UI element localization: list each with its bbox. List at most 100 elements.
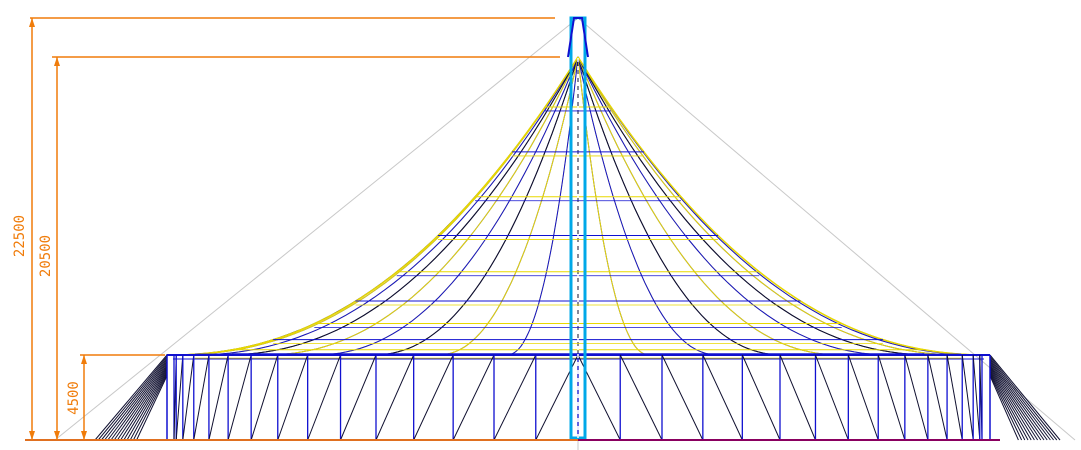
wall-brace [208, 354, 229, 441]
dimension-label-overall: 22500 [12, 215, 28, 257]
membrane-meridian [506, 56, 579, 356]
wall-brace [340, 354, 377, 441]
guy-rope-left [104, 359, 168, 441]
guy-rope-right [989, 375, 1019, 441]
membrane-meridian [506, 56, 579, 356]
membrane-meridian [262, 56, 579, 356]
wall-brace [927, 354, 948, 441]
membrane-meridian [577, 56, 719, 356]
dimension-arrow-bottom [54, 431, 60, 440]
membrane-meridian [577, 56, 843, 356]
membrane-meridian [313, 56, 579, 356]
wall-brace [779, 354, 816, 441]
guy-rope-right [989, 372, 1026, 441]
wall-brace [877, 354, 906, 441]
guy-rope-right [989, 369, 1032, 441]
guide-line-left [54, 17, 579, 441]
membrane-meridian [172, 56, 579, 356]
wall-brace [904, 354, 929, 441]
membrane-outline-R [577, 56, 990, 356]
guy-rope-right [989, 356, 1058, 441]
dimension-arrow-top [29, 18, 35, 27]
membrane-meridian [172, 56, 579, 356]
wall-brace [961, 354, 974, 441]
guy-rope-right [989, 365, 1039, 441]
wall-brace [227, 354, 252, 441]
membrane-meridian [577, 56, 894, 356]
guy-rope-left [97, 356, 168, 441]
guy-rope-right [989, 367, 1035, 441]
guy-rope-left [129, 372, 168, 441]
wall-brace [946, 354, 963, 441]
guy-rope-left [123, 369, 168, 441]
membrane-meridian [577, 56, 935, 356]
wall-brace [277, 354, 309, 441]
membrane-meridian [313, 56, 579, 356]
membrane-meridian [190, 56, 579, 356]
membrane-meridian [577, 56, 894, 356]
dimension-arrow-top [81, 355, 87, 364]
wall-brace [193, 354, 210, 441]
side-walls [94, 354, 1061, 441]
wall-brace [175, 354, 184, 441]
membrane-meridian [577, 56, 966, 356]
membrane-meridian [577, 56, 650, 356]
guy-rope-left [94, 354, 168, 441]
wall-brace [375, 354, 415, 441]
wall-brace [741, 354, 781, 441]
guy-rope-right [989, 373, 1023, 441]
membrane-meridian [190, 56, 579, 356]
guy-rope-left [101, 357, 168, 441]
wall-brace [814, 354, 849, 441]
dimension-label-cone: 20500 [38, 235, 54, 277]
dimension-arrow-bottom [29, 431, 35, 440]
guy-rope-left [113, 364, 168, 441]
guy-rope-right [989, 370, 1029, 441]
guy-rope-right [989, 362, 1045, 441]
wall-brace [493, 354, 537, 441]
membrane-meridian [577, 56, 785, 356]
guy-rope-left [120, 367, 168, 441]
membrane-meridian [577, 56, 650, 356]
guy-rope-right [989, 364, 1042, 441]
membrane-meridian [577, 56, 785, 356]
wall-brace [182, 354, 195, 441]
wall-brace [413, 354, 454, 441]
guy-rope-left [110, 362, 168, 441]
membrane-meridian [221, 56, 579, 356]
membrane-meridian [371, 56, 579, 356]
membrane-outline-L [167, 56, 579, 356]
guy-rope-right [989, 357, 1054, 441]
center-mast [567, 16, 589, 440]
wall-brace [661, 354, 704, 441]
membrane-meridian [577, 56, 935, 356]
guy-rope-left [107, 361, 168, 441]
mast-head [567, 17, 589, 58]
wall-brace [452, 354, 495, 441]
dimension-label-wall: 4500 [66, 381, 82, 415]
wall-brace [847, 354, 879, 441]
membrane-meridian [262, 56, 579, 356]
wall-brace [307, 354, 342, 441]
wall-brace [619, 354, 663, 441]
guy-rope-left [126, 370, 168, 441]
guy-rope-left [132, 373, 168, 441]
wall-brace [972, 354, 981, 441]
dimension-arrow-bottom [81, 431, 87, 440]
membrane-meridian [577, 56, 984, 356]
guy-rope-right [989, 361, 1048, 441]
guy-rope-left [116, 365, 168, 441]
guy-rope-right [989, 359, 1051, 441]
membrane-mesh [165, 56, 991, 359]
guy-rope-right [989, 354, 1061, 441]
wall-brace [702, 354, 743, 441]
membrane-meridian [577, 56, 843, 356]
guy-rope-left [136, 375, 168, 441]
membrane-meridian [577, 56, 966, 356]
dimension-lines: 22500 20500 4500 [12, 17, 560, 440]
membrane-meridian [221, 56, 579, 356]
membrane-meridian [437, 56, 579, 356]
guide-line-right [577, 17, 1076, 441]
